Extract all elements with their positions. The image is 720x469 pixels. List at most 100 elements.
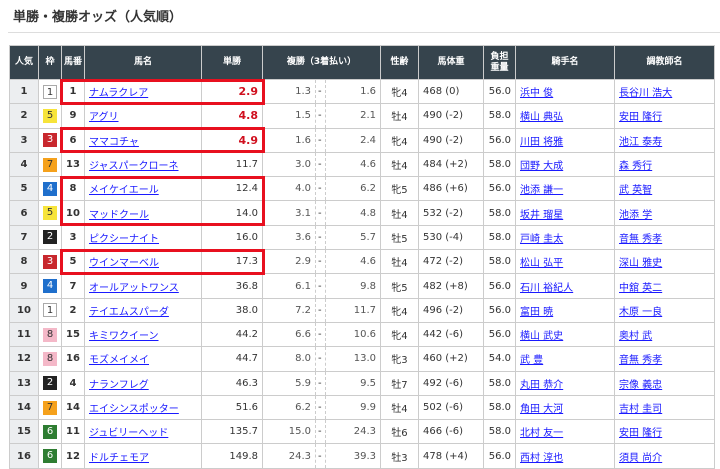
horse-number: 10 (61, 200, 85, 226)
trainer-link[interactable]: 深山 雅史 (619, 258, 663, 270)
place-odds-low: 3.0 (262, 151, 316, 178)
waku-badge: 8 (43, 351, 57, 366)
trainer-link[interactable]: 音無 秀孝 (619, 355, 663, 367)
win-odds: 44.2 (201, 321, 263, 348)
horse-name-link[interactable]: メイケイエール (89, 185, 159, 197)
jockey-link[interactable]: 富田 暁 (520, 306, 554, 318)
horse-number: 14 (61, 394, 85, 421)
place-odds-low: 8.0 (262, 346, 316, 372)
place-odds-high: 39.3 (325, 443, 381, 469)
waku-cell: 4 (38, 176, 62, 202)
jockey-link[interactable]: 戸崎 圭太 (520, 233, 564, 245)
horse-name-cell: メイケイエール (84, 176, 202, 202)
trainer-link[interactable]: 安田 隆行 (619, 428, 663, 440)
win-odds: 17.3 (201, 249, 263, 275)
trainer-link[interactable]: 武 英智 (619, 185, 653, 197)
body-weight: 532 (-2) (418, 200, 484, 226)
jockey-link[interactable]: 西村 淳也 (520, 452, 564, 464)
jockey-cell: 坂井 瑠星 (515, 200, 615, 226)
jockey-link[interactable]: 北村 友一 (520, 428, 564, 440)
horse-name-link[interactable]: テイエムスパーダ (89, 306, 169, 318)
horse-name-link[interactable]: マッドクール (89, 209, 149, 221)
trainer-link[interactable]: 須貝 尚介 (619, 452, 663, 464)
jockey-link[interactable]: 団野 大成 (520, 161, 564, 173)
jockey-link[interactable]: 横山 典弘 (520, 112, 564, 124)
horse-name-link[interactable]: オールアットワンス (89, 282, 179, 294)
waku-cell: 3 (38, 249, 62, 275)
jockey-link[interactable]: 角田 大河 (520, 404, 564, 415)
trainer-link[interactable]: 中舘 英二 (619, 282, 663, 294)
jockey-link[interactable]: 石川 裕紀人 (520, 282, 574, 294)
win-odds: 46.3 (201, 370, 263, 396)
jockey-link[interactable]: 横山 武史 (520, 331, 564, 343)
popularity: 15 (9, 419, 39, 445)
jockey-link[interactable]: 池添 謙一 (520, 185, 564, 197)
trainer-link[interactable]: 木原 一良 (619, 306, 663, 318)
win-odds: 36.8 (201, 273, 263, 299)
place-odds-separator: - (315, 297, 326, 323)
load-weight: 56.0 (483, 176, 516, 202)
horse-name-link[interactable]: エイシンスポッター (89, 404, 179, 415)
popularity: 5 (9, 176, 39, 202)
win-odds: 4.8 (201, 103, 263, 129)
horse-name-link[interactable]: ピクシーナイト (89, 233, 159, 245)
table-row: 7 2 3 ピクシーナイト 16.0 3.6-5.7 牡5 530 (-4) 58.0 戸崎 圭太… (9, 224, 715, 251)
trainer-link[interactable]: 音無 秀孝 (619, 233, 663, 245)
place-odds-low: 7.2 (262, 297, 316, 323)
horse-name-link[interactable]: キミワクイーン (89, 331, 159, 343)
jockey-link[interactable]: 武 豊 (520, 355, 544, 367)
horse-name-link[interactable]: ジャスパークローネ (89, 161, 179, 173)
horse-name-link[interactable]: ナムラクレア (89, 88, 149, 100)
popularity: 10 (9, 297, 39, 323)
jockey-link[interactable]: 丸田 恭介 (520, 379, 564, 391)
horse-name-link[interactable]: ナランフレグ (89, 379, 149, 391)
trainer-cell: 音無 秀孝 (614, 224, 715, 251)
sex-age: 牡4 (380, 200, 419, 226)
place-odds-high: 4.8 (325, 200, 381, 226)
place-odds-high: 13.0 (325, 346, 381, 372)
trainer-cell: 奥村 武 (614, 321, 715, 348)
horse-name-link[interactable]: ジュビリーヘッド (89, 428, 169, 440)
horse-name-link[interactable]: モズメイメイ (89, 355, 149, 367)
horse-name-link[interactable]: ウインマーベル (89, 258, 159, 270)
popularity: 13 (9, 370, 39, 396)
trainer-link[interactable]: 宗像 義忠 (619, 379, 663, 391)
win-odds: 51.6 (201, 394, 263, 421)
trainer-link[interactable]: 奥村 武 (619, 331, 653, 343)
place-odds-high: 11.7 (325, 297, 381, 323)
win-odds: 149.8 (201, 443, 263, 469)
jockey-link[interactable]: 川田 将雅 (520, 136, 564, 148)
trainer-link[interactable]: 池添 学 (619, 209, 653, 221)
jockey-link[interactable]: 松山 弘平 (520, 258, 564, 270)
horse-name-cell: ドルチェモア (84, 443, 202, 469)
horse-name-link[interactable]: ママコチャ (89, 136, 139, 148)
trainer-link[interactable]: 森 秀行 (619, 161, 653, 173)
sex-age: 牝4 (380, 78, 419, 105)
body-weight: 492 (-6) (418, 370, 484, 396)
place-odds-low: 2.9 (262, 249, 316, 275)
place-odds-separator: - (315, 346, 326, 372)
win-odds: 16.0 (201, 224, 263, 251)
load-weight: 58.0 (483, 419, 516, 445)
place-odds-high: 9.9 (325, 394, 381, 421)
place-odds-high: 10.6 (325, 321, 381, 348)
horse-name-link[interactable]: ドルチェモア (89, 452, 149, 464)
trainer-link[interactable]: 長谷川 浩大 (619, 88, 673, 100)
waku-cell: 4 (38, 273, 62, 299)
horse-name-cell: ジャスパークローネ (84, 151, 202, 178)
table-row: 12 8 16 モズメイメイ 44.7 8.0-13.0 牝3 460 (+2) 54.0 武 豊… (9, 346, 715, 372)
sex-age: 牡3 (380, 443, 419, 469)
header-waku: 枠 (38, 45, 62, 80)
place-odds-separator: - (315, 176, 326, 202)
horse-name-link[interactable]: アグリ (89, 112, 119, 124)
jockey-link[interactable]: 浜中 俊 (520, 88, 554, 100)
trainer-link[interactable]: 吉村 圭司 (619, 404, 663, 415)
waku-badge: 3 (43, 254, 57, 269)
popularity: 8 (9, 249, 39, 275)
horse-name-cell: ママコチャ (84, 127, 202, 153)
trainer-link[interactable]: 安田 隆行 (619, 112, 663, 124)
jockey-link[interactable]: 坂井 瑠星 (520, 209, 564, 221)
body-weight: 482 (+8) (418, 273, 484, 299)
body-weight: 466 (-6) (418, 419, 484, 445)
trainer-link[interactable]: 池江 泰寿 (619, 136, 663, 148)
